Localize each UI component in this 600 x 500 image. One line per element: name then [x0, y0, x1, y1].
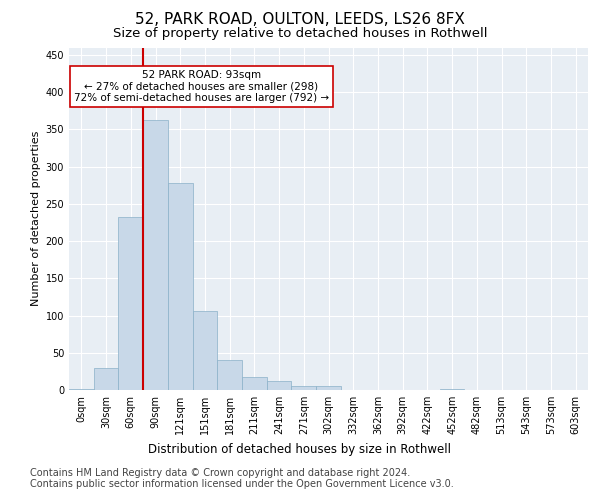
Bar	[316, 386, 341, 390]
Text: Contains HM Land Registry data © Crown copyright and database right 2024.: Contains HM Land Registry data © Crown c…	[30, 468, 410, 477]
Bar	[69, 388, 94, 390]
Bar	[118, 216, 143, 390]
Bar	[242, 376, 267, 390]
Bar	[292, 386, 316, 390]
Bar	[193, 311, 217, 390]
Text: 52, PARK ROAD, OULTON, LEEDS, LS26 8FX: 52, PARK ROAD, OULTON, LEEDS, LS26 8FX	[135, 12, 465, 28]
Y-axis label: Number of detached properties: Number of detached properties	[31, 131, 41, 306]
Bar	[217, 360, 242, 390]
Bar	[168, 183, 193, 390]
Text: Contains public sector information licensed under the Open Government Licence v3: Contains public sector information licen…	[30, 479, 454, 489]
Text: Distribution of detached houses by size in Rothwell: Distribution of detached houses by size …	[149, 442, 452, 456]
Bar	[143, 120, 168, 390]
Text: 52 PARK ROAD: 93sqm
← 27% of detached houses are smaller (298)
72% of semi-detac: 52 PARK ROAD: 93sqm ← 27% of detached ho…	[74, 70, 329, 103]
Bar	[267, 381, 292, 390]
Bar	[94, 368, 118, 390]
Text: Size of property relative to detached houses in Rothwell: Size of property relative to detached ho…	[113, 28, 487, 40]
